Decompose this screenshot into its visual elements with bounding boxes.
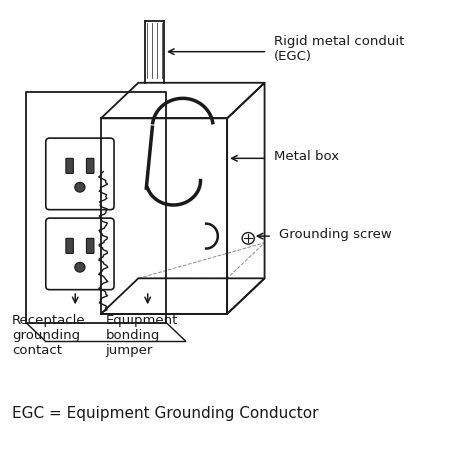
FancyBboxPatch shape [87,158,94,173]
Text: Equipment
bonding
jumper: Equipment bonding jumper [105,314,178,357]
Circle shape [75,182,85,192]
Text: Rigid metal conduit
(EGC): Rigid metal conduit (EGC) [274,36,404,63]
FancyBboxPatch shape [66,238,73,253]
Text: EGC = Equipment Grounding Conductor: EGC = Equipment Grounding Conductor [12,405,319,421]
Text: Metal box: Metal box [274,149,339,162]
Circle shape [75,262,85,272]
Text: Receptacle
grounding
contact: Receptacle grounding contact [12,314,86,357]
FancyBboxPatch shape [87,238,94,253]
Circle shape [242,233,254,244]
FancyBboxPatch shape [66,158,73,173]
Text: Grounding screw: Grounding screw [279,228,391,241]
